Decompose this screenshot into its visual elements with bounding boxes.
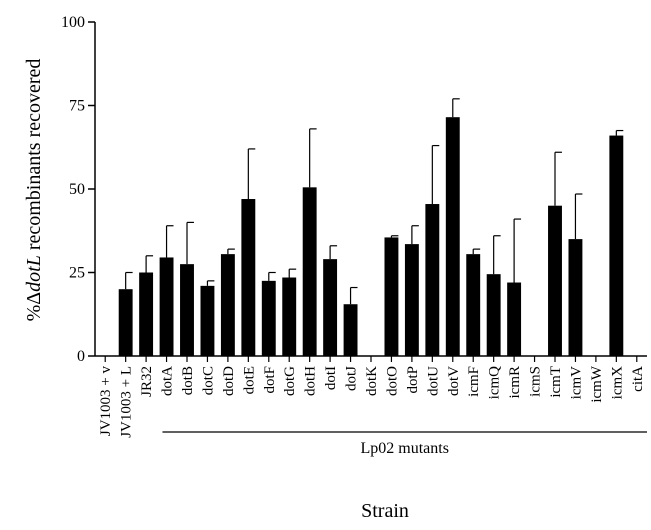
x-tick-label: JV1003 + v [98,366,114,437]
bar-dotV [445,117,460,356]
x-tick-label: citA [630,366,646,392]
x-tick-label: dotA [160,366,176,396]
bar-dotC [200,285,215,356]
x-tick-label: icmX [609,366,625,399]
y-axis-title-suffix: recombinants recovered [23,59,45,256]
x-tick-label: dotI [323,366,339,390]
bar-icmX [609,135,624,356]
x-tick-label: dotU [425,366,441,396]
x-tick-label: dotE [241,366,257,394]
x-tick-label: icmQ [487,366,503,399]
x-tick-label: icmR [507,366,523,399]
y-tick-label: 100 [61,14,85,31]
x-tick-label: dotO [384,366,400,396]
bar-dotE [241,199,256,356]
bar-JR32 [139,272,154,356]
bar-dotU [425,204,440,356]
x-tick-label: dotJ [344,366,360,391]
x-axis-title: Strain [361,500,409,522]
x-tick-label: icmV [568,366,584,399]
y-axis-title: %ΔdotL recombinants recovered [23,59,45,322]
y-axis-title-prefix: %Δ [23,292,45,322]
group-label: Lp02 mutants [361,440,449,457]
bar-dotA [159,257,174,356]
bar-dotD [220,254,235,356]
y-tick-label: 25 [69,265,85,282]
x-tick-label: icmF [466,366,482,397]
x-tick-label: dotV [446,366,462,396]
x-tick-label: icmS [528,366,544,397]
bar-icmR [507,282,522,356]
bar-JV1003-L [118,289,133,356]
x-tick-label: dotH [303,366,319,396]
x-tick-label: dotP [405,366,421,394]
y-tick-label: 75 [69,98,85,115]
bar-icmF [466,254,481,356]
bar-dotG [282,277,297,356]
x-tick-label: dotB [180,366,196,395]
x-tick-label: dotG [282,366,298,396]
x-tick-label: dotF [262,366,278,394]
bar-dotH [302,187,317,356]
x-tick-label: dotD [221,366,237,396]
x-tick-label: JR32 [139,366,155,397]
x-tick-label: dotK [364,366,380,396]
bar-icmT [548,205,562,356]
bar-icmQ [486,274,501,356]
bar-dotB [180,264,194,356]
bar-dotJ [343,304,358,356]
bar-dotI [323,259,338,356]
bar-dotO [384,237,399,356]
x-tick-label: dotC [200,366,216,395]
x-tick-label: JV1003 + L [119,366,135,438]
svg-text:%ΔdotL recombinants recovered: %ΔdotL recombinants recovered [23,59,45,322]
bar-dotP [404,244,419,356]
bar-icmV [568,239,583,356]
x-tick-label: icmT [548,366,564,398]
y-tick-label: 0 [77,348,85,365]
y-tick-label: 50 [69,181,85,198]
y-axis-title-gene: dotL [23,255,45,292]
bar-dotF [261,280,276,356]
x-tick-label: icmW [589,365,605,402]
